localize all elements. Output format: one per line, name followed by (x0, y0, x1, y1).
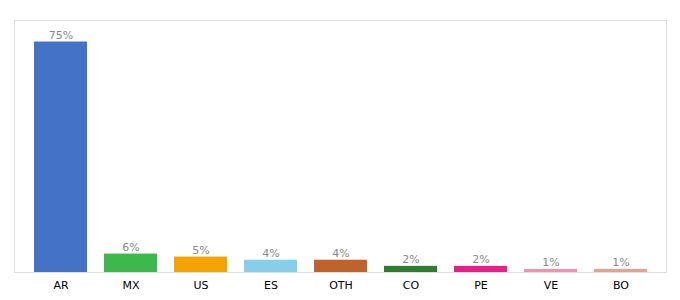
svg-text:VE: VE (544, 279, 559, 292)
svg-text:2%: 2% (402, 253, 419, 266)
svg-text:US: US (193, 279, 208, 292)
svg-text:6%: 6% (122, 241, 139, 254)
svg-text:AR: AR (53, 279, 69, 292)
svg-text:2%: 2% (472, 253, 489, 266)
svg-text:MX: MX (122, 279, 139, 292)
svg-text:4%: 4% (332, 247, 349, 260)
svg-text:BO: BO (613, 279, 629, 292)
svg-text:OTH: OTH (329, 279, 353, 292)
svg-text:1%: 1% (612, 256, 629, 269)
svg-text:1%: 1% (542, 256, 559, 269)
svg-text:ES: ES (264, 279, 278, 292)
svg-text:4%: 4% (262, 247, 279, 260)
svg-text:PE: PE (474, 279, 488, 292)
svg-text:CO: CO (403, 279, 420, 292)
svg-text:75%: 75% (49, 29, 73, 42)
svg-text:5%: 5% (192, 244, 209, 257)
